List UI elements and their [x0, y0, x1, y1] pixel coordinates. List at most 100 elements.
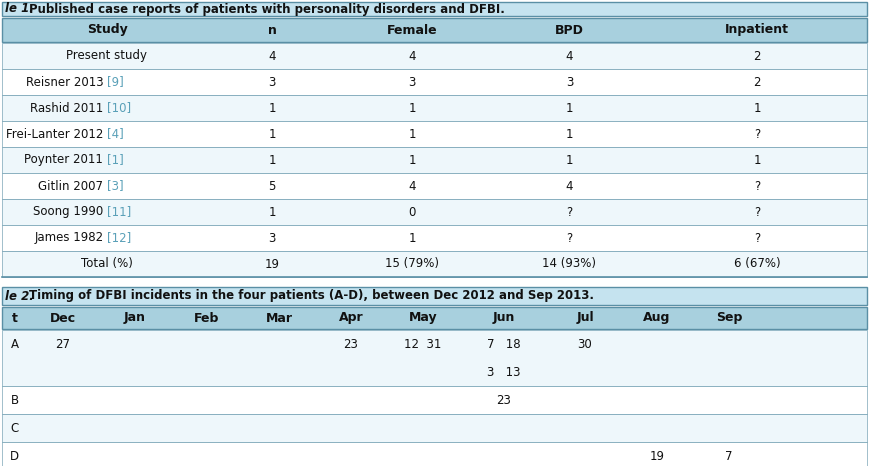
- FancyBboxPatch shape: [2, 386, 867, 414]
- Text: 1: 1: [408, 128, 415, 141]
- Text: 0: 0: [408, 206, 415, 219]
- Text: D: D: [10, 450, 19, 462]
- Text: 4: 4: [566, 179, 574, 192]
- Text: 12  31: 12 31: [404, 337, 441, 350]
- Text: 4: 4: [566, 49, 574, 62]
- Text: ?: ?: [567, 206, 573, 219]
- Text: Sep: Sep: [716, 311, 742, 324]
- Text: ?: ?: [754, 128, 760, 141]
- Text: Inpatient: Inpatient: [725, 23, 789, 36]
- Text: 6 (67%): 6 (67%): [733, 258, 780, 270]
- Text: 1: 1: [408, 153, 415, 166]
- Text: 1: 1: [566, 102, 574, 115]
- Text: 30: 30: [578, 337, 593, 350]
- Text: 27: 27: [56, 337, 70, 350]
- Text: Study: Study: [87, 23, 128, 36]
- Text: Feb: Feb: [195, 311, 220, 324]
- Text: James 1982: James 1982: [34, 232, 107, 245]
- Text: 15 (79%): 15 (79%): [385, 258, 439, 270]
- Text: 19: 19: [649, 450, 665, 462]
- Text: 3: 3: [269, 232, 275, 245]
- Text: BPD: BPD: [555, 23, 584, 36]
- Text: 1: 1: [269, 153, 275, 166]
- Text: A: A: [10, 337, 18, 350]
- FancyBboxPatch shape: [2, 147, 867, 173]
- Text: 23: 23: [343, 337, 358, 350]
- Text: n: n: [268, 23, 276, 36]
- FancyBboxPatch shape: [2, 121, 867, 147]
- Text: Rashid 2011: Rashid 2011: [30, 102, 107, 115]
- Text: Timing of DFBI incidents in the four patients (A-D), between Dec 2012 and Sep 20: Timing of DFBI incidents in the four pat…: [29, 289, 594, 302]
- Text: ?: ?: [754, 206, 760, 219]
- Text: 2: 2: [753, 75, 760, 89]
- FancyBboxPatch shape: [2, 330, 867, 386]
- Text: 5: 5: [269, 179, 275, 192]
- Text: 1: 1: [269, 128, 275, 141]
- Text: 1: 1: [753, 153, 760, 166]
- Text: ?: ?: [754, 232, 760, 245]
- FancyBboxPatch shape: [2, 442, 867, 466]
- Text: 3: 3: [269, 75, 275, 89]
- FancyBboxPatch shape: [2, 2, 867, 16]
- Text: Aug: Aug: [643, 311, 671, 324]
- Text: 3: 3: [566, 75, 574, 89]
- Text: 3   13: 3 13: [488, 365, 521, 378]
- Text: t: t: [11, 311, 17, 324]
- FancyBboxPatch shape: [2, 18, 867, 42]
- Text: [10]: [10]: [107, 102, 131, 115]
- Text: [3]: [3]: [107, 179, 123, 192]
- Text: Reisner 2013: Reisner 2013: [25, 75, 107, 89]
- FancyBboxPatch shape: [2, 199, 867, 225]
- Text: 1: 1: [408, 102, 415, 115]
- Text: 7: 7: [726, 450, 733, 462]
- Text: Poynter 2011: Poynter 2011: [24, 153, 107, 166]
- Text: ?: ?: [754, 179, 760, 192]
- Text: 1: 1: [566, 128, 574, 141]
- Text: 2: 2: [753, 49, 760, 62]
- Text: [9]: [9]: [107, 75, 123, 89]
- Text: Gitlin 2007: Gitlin 2007: [38, 179, 107, 192]
- FancyBboxPatch shape: [2, 95, 867, 121]
- Text: 1: 1: [753, 102, 760, 115]
- FancyBboxPatch shape: [2, 287, 867, 305]
- FancyBboxPatch shape: [2, 251, 867, 277]
- Text: 1: 1: [566, 153, 574, 166]
- Text: 3: 3: [408, 75, 415, 89]
- Text: 1: 1: [269, 206, 275, 219]
- Text: [12]: [12]: [107, 232, 131, 245]
- Text: Jan: Jan: [124, 311, 146, 324]
- FancyBboxPatch shape: [2, 307, 867, 329]
- Text: Female: Female: [387, 23, 437, 36]
- Text: 23: 23: [496, 393, 512, 406]
- Text: 4: 4: [269, 49, 275, 62]
- Text: [11]: [11]: [107, 206, 131, 219]
- Text: 14 (93%): 14 (93%): [542, 258, 596, 270]
- Text: Total (%): Total (%): [81, 258, 133, 270]
- Text: May: May: [408, 311, 437, 324]
- Text: le 2.: le 2.: [5, 289, 34, 302]
- Text: B: B: [10, 393, 18, 406]
- Text: Dec: Dec: [50, 311, 76, 324]
- Text: C: C: [10, 422, 18, 434]
- Text: Frei-Lanter 2012: Frei-Lanter 2012: [6, 128, 107, 141]
- Text: Present study: Present study: [67, 49, 148, 62]
- Text: Jul: Jul: [576, 311, 594, 324]
- Text: [4]: [4]: [107, 128, 123, 141]
- FancyBboxPatch shape: [2, 43, 867, 69]
- FancyBboxPatch shape: [2, 414, 867, 442]
- Text: Apr: Apr: [339, 311, 363, 324]
- Text: 4: 4: [408, 179, 415, 192]
- FancyBboxPatch shape: [2, 173, 867, 199]
- Text: 19: 19: [264, 258, 280, 270]
- Text: Mar: Mar: [266, 311, 293, 324]
- Text: ?: ?: [567, 232, 573, 245]
- Text: Jun: Jun: [493, 311, 515, 324]
- Text: 1: 1: [269, 102, 275, 115]
- Text: [1]: [1]: [107, 153, 123, 166]
- FancyBboxPatch shape: [2, 225, 867, 251]
- Text: 1: 1: [408, 232, 415, 245]
- Text: 4: 4: [408, 49, 415, 62]
- Text: le 1.: le 1.: [5, 2, 34, 15]
- Text: Soong 1990: Soong 1990: [33, 206, 107, 219]
- Text: 7   18: 7 18: [488, 337, 521, 350]
